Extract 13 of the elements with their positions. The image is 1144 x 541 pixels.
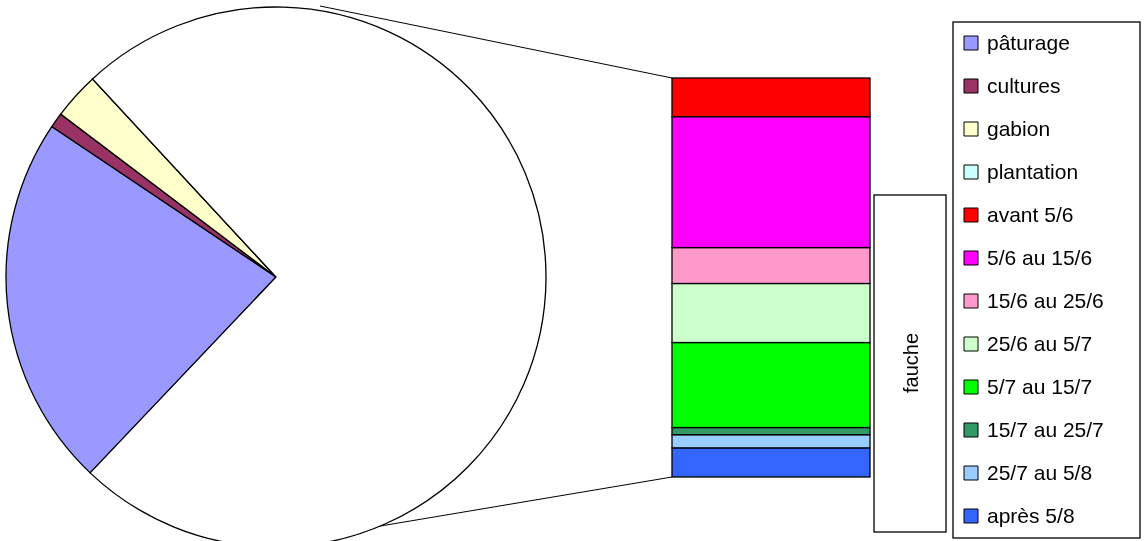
legend-label: cultures <box>987 74 1061 97</box>
legend-label: 5/6 au 15/6 <box>987 246 1093 269</box>
legend-label: 25/7 au 5/8 <box>987 461 1093 484</box>
legend-label: plantation <box>987 160 1079 183</box>
legend-label: gabion <box>987 117 1051 140</box>
legend-label: 5/7 au 15/7 <box>987 375 1093 398</box>
y-axis-title: fauche <box>900 332 922 394</box>
legend-label: 25/6 au 5/7 <box>987 332 1093 355</box>
legend-label: après 5/8 <box>987 504 1075 527</box>
legend-label: 15/7 au 25/7 <box>987 418 1104 441</box>
legend-label: pâturage <box>987 31 1070 54</box>
legend-label: avant 5/6 <box>987 203 1074 226</box>
legend-label: 15/6 au 25/6 <box>987 289 1104 312</box>
